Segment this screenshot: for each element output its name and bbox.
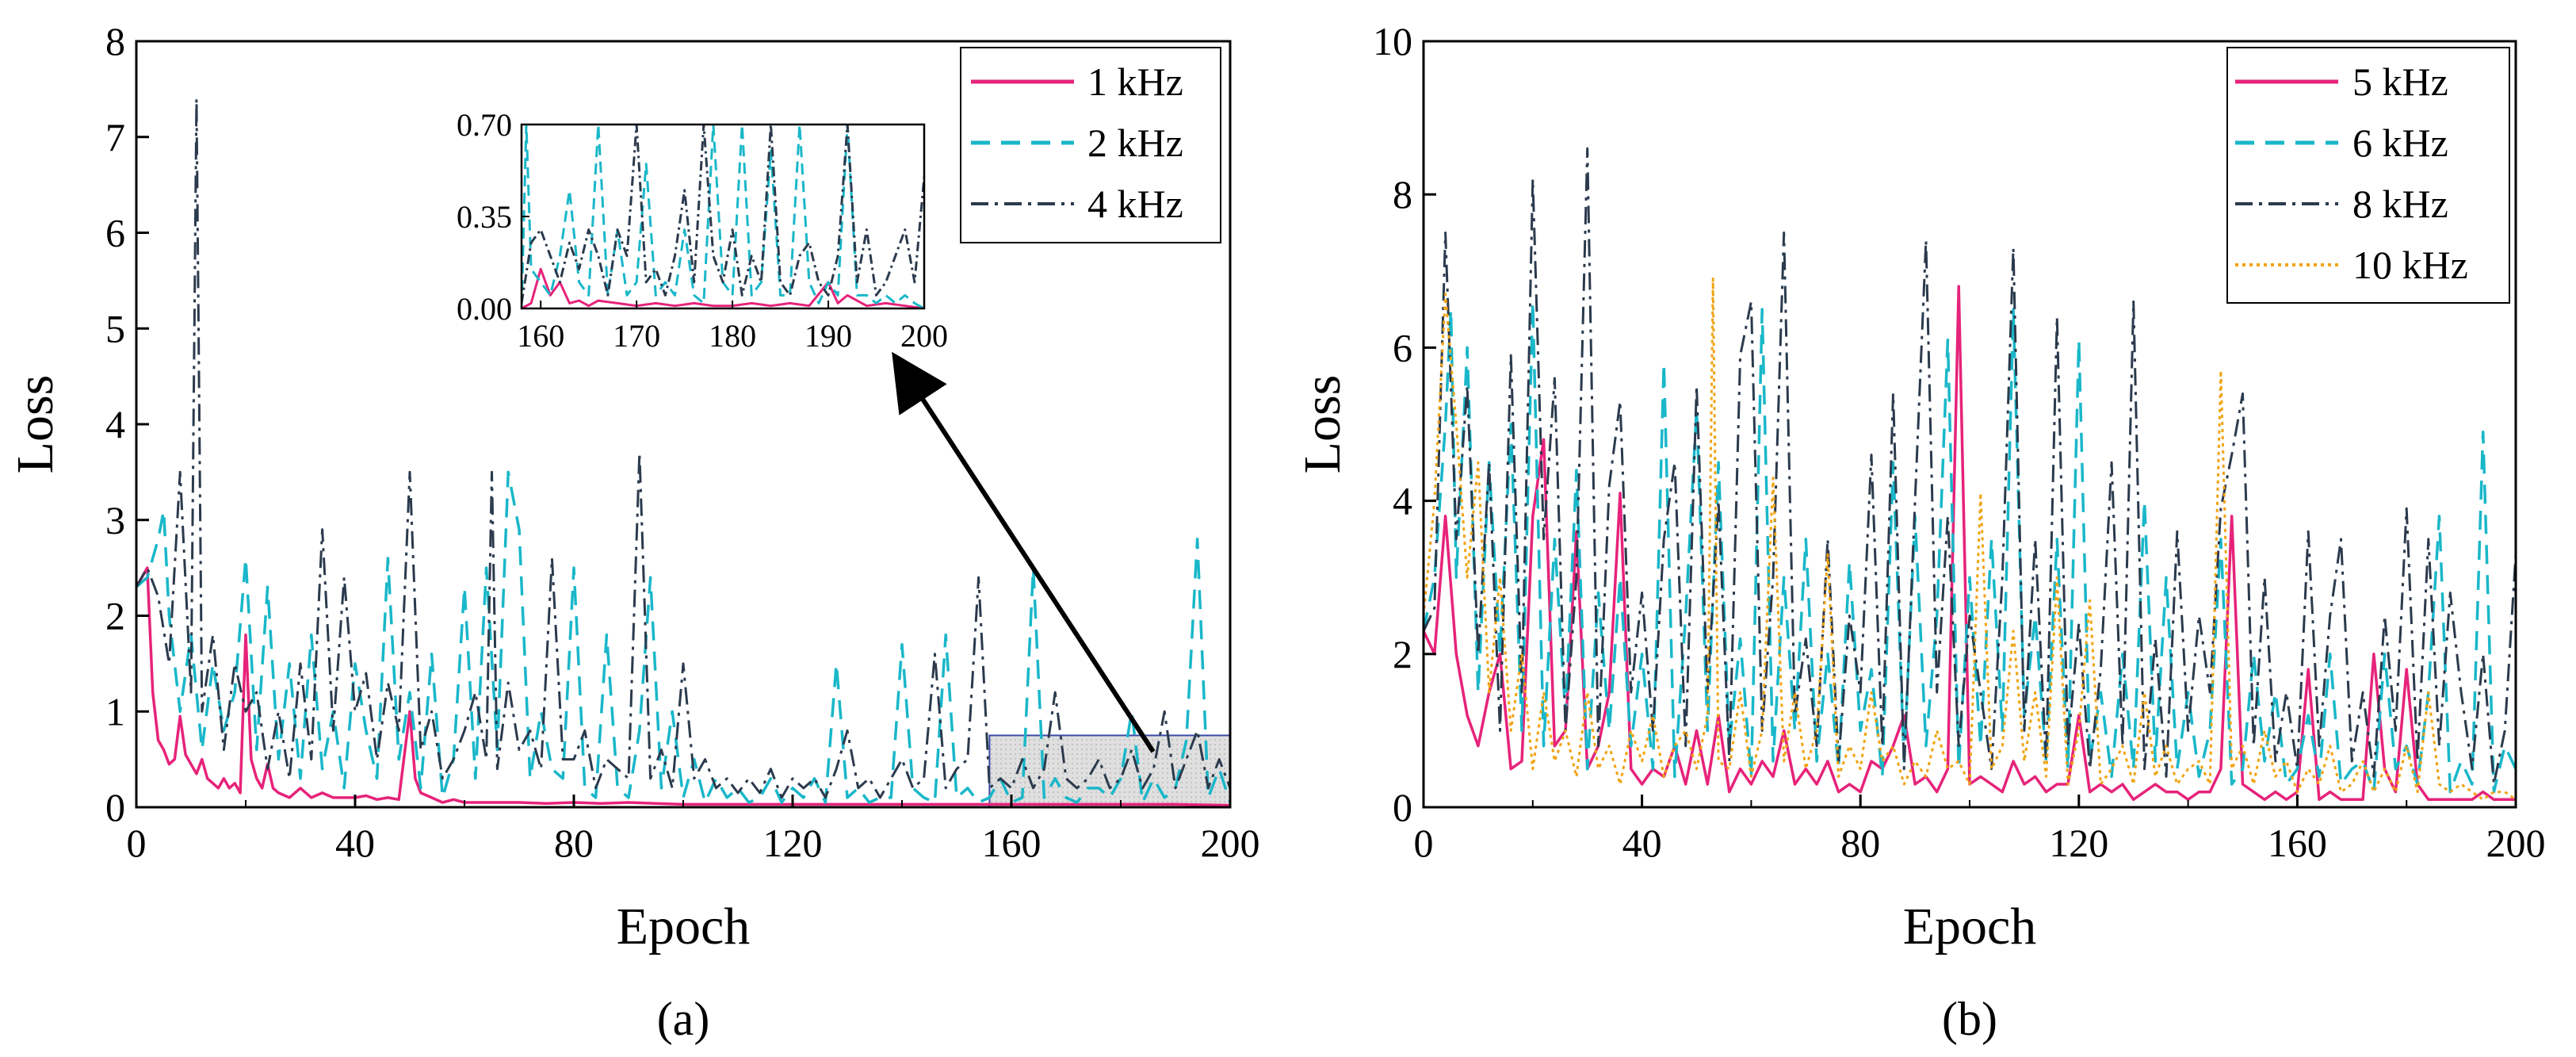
- chart-a-ytick-label: 6: [105, 211, 125, 255]
- inset-ticks: 160 170 180 190 200 0.00 0.35 0.70: [457, 107, 948, 354]
- legend-b-label-8khz: 8 kHz: [2352, 182, 2448, 226]
- chart-a-ytick-label: 4: [105, 402, 125, 446]
- series-line-b-6khz: [1424, 300, 2516, 794]
- chart-b-ticks: 0 40 80 120 160 200 0 2 4 6 8 10: [1373, 19, 2546, 865]
- series-line-b-8khz: [1424, 147, 2516, 786]
- chart-a-ytick-label: 0: [105, 785, 125, 829]
- inset-xtick-label: 180: [709, 318, 756, 354]
- chart-a-series-layer: [136, 97, 1230, 807]
- chart-a-ytick-label: 1: [105, 689, 125, 733]
- chart-b-xtick-label: 40: [1622, 821, 1662, 865]
- chart-a-xtick-label: 0: [127, 821, 147, 865]
- series-line-a-4khz: [136, 97, 1230, 799]
- inset-xtick-label: 160: [517, 318, 564, 354]
- inset-series-layer: [522, 124, 924, 308]
- chart-b-ytick-label: 2: [1393, 632, 1412, 676]
- inset-xtick-label: 200: [900, 318, 948, 354]
- chart-a-xtick-label: 160: [982, 821, 1041, 865]
- inset-ytick-label: 0.35: [457, 199, 512, 235]
- chart-a-ylabel: Loss: [6, 375, 64, 474]
- chart-b-ytick-label: 4: [1393, 479, 1412, 523]
- zoom-arrow: [892, 351, 1156, 753]
- legend-a-label-4khz: 4 kHz: [1087, 182, 1183, 226]
- inset-series-line-4khz: [522, 124, 924, 304]
- chart-b: 0 40 80 120 160 200 0 2 4 6 8 10 Epoch Loss (b) 5 k…: [1294, 19, 2546, 1045]
- chart-a-ytick-label: 2: [105, 594, 125, 638]
- chart-b-xtick-label: 0: [1414, 821, 1434, 865]
- inset-series-line-1khz: [522, 267, 924, 308]
- legend-b-label-5khz: 5 kHz: [2352, 59, 2448, 104]
- chart-b-xlabel: Epoch: [1903, 898, 2037, 956]
- series-line-a-1khz: [136, 566, 1230, 807]
- inset-ytick-label: 0.70: [457, 107, 512, 143]
- series-line-a-2khz: [136, 470, 1230, 804]
- legend-b-label-10khz: 10 kHz: [2352, 243, 2468, 287]
- chart-b-ytick-label: 10: [1373, 19, 1412, 63]
- chart-b-series-layer: [1424, 147, 2516, 802]
- legend-a-label-2khz: 2 kHz: [1087, 121, 1183, 165]
- chart-a-ytick-label: 8: [105, 19, 125, 63]
- chart-b-legend-box: [2226, 47, 2510, 304]
- chart-a-ticks: 0 40 80 120 160 200 0 1 2 3 4 5 6 7 8: [105, 19, 1260, 865]
- chart-b-ytick-label: 8: [1393, 172, 1412, 216]
- chart-b-xtick-label: 160: [2268, 821, 2327, 865]
- legend-b-label-6khz: 6 kHz: [2352, 121, 2448, 165]
- chart-b-ytick-label: 6: [1393, 325, 1412, 370]
- chart-b-ytick-label: 0: [1393, 785, 1412, 829]
- chart-a-legend: 1 kHz 2 kHz 4 kHz: [960, 47, 1221, 243]
- chart-b-ylabel: Loss: [1294, 375, 1351, 474]
- chart-a-xtick-label: 80: [554, 821, 594, 865]
- chart-a-ytick-label: 3: [105, 498, 125, 542]
- inset-xtick-label: 190: [805, 318, 852, 354]
- legend-a-label-1khz: 1 kHz: [1087, 59, 1183, 104]
- chart-b-xtick-label: 80: [1840, 821, 1880, 865]
- chart-b-xtick-label: 200: [2486, 821, 2546, 865]
- chart-b-xtick-label: 120: [2049, 821, 2108, 865]
- chart-a-xtick-label: 40: [335, 821, 375, 865]
- chart-a: 0 40 80 120 160 200 0 1 2 3 4 5 6 7 8 Epoch Loss (a) 1…: [6, 19, 1260, 1045]
- chart-a-ytick-label: 5: [105, 306, 125, 350]
- series-line-b-5khz: [1424, 285, 2516, 802]
- inset-ytick-label: 0.00: [457, 291, 512, 327]
- chart-a-xtick-label: 200: [1201, 821, 1260, 865]
- chart-a-xtick-label: 120: [763, 821, 823, 865]
- chart-a-inset: 160 170 180 190 200 0.00 0.35 0.70: [457, 107, 948, 354]
- chart-b-legend: 5 kHz 6 kHz 8 kHz 10 kHz: [2226, 47, 2510, 304]
- chart-b-caption: (b): [1942, 993, 1997, 1045]
- series-line-b-10khz: [1424, 278, 2516, 801]
- inset-xtick-label: 170: [613, 318, 660, 354]
- chart-a-caption: (a): [657, 993, 710, 1045]
- chart-a-ytick-label: 7: [105, 115, 125, 159]
- chart-a-xlabel: Epoch: [617, 898, 751, 956]
